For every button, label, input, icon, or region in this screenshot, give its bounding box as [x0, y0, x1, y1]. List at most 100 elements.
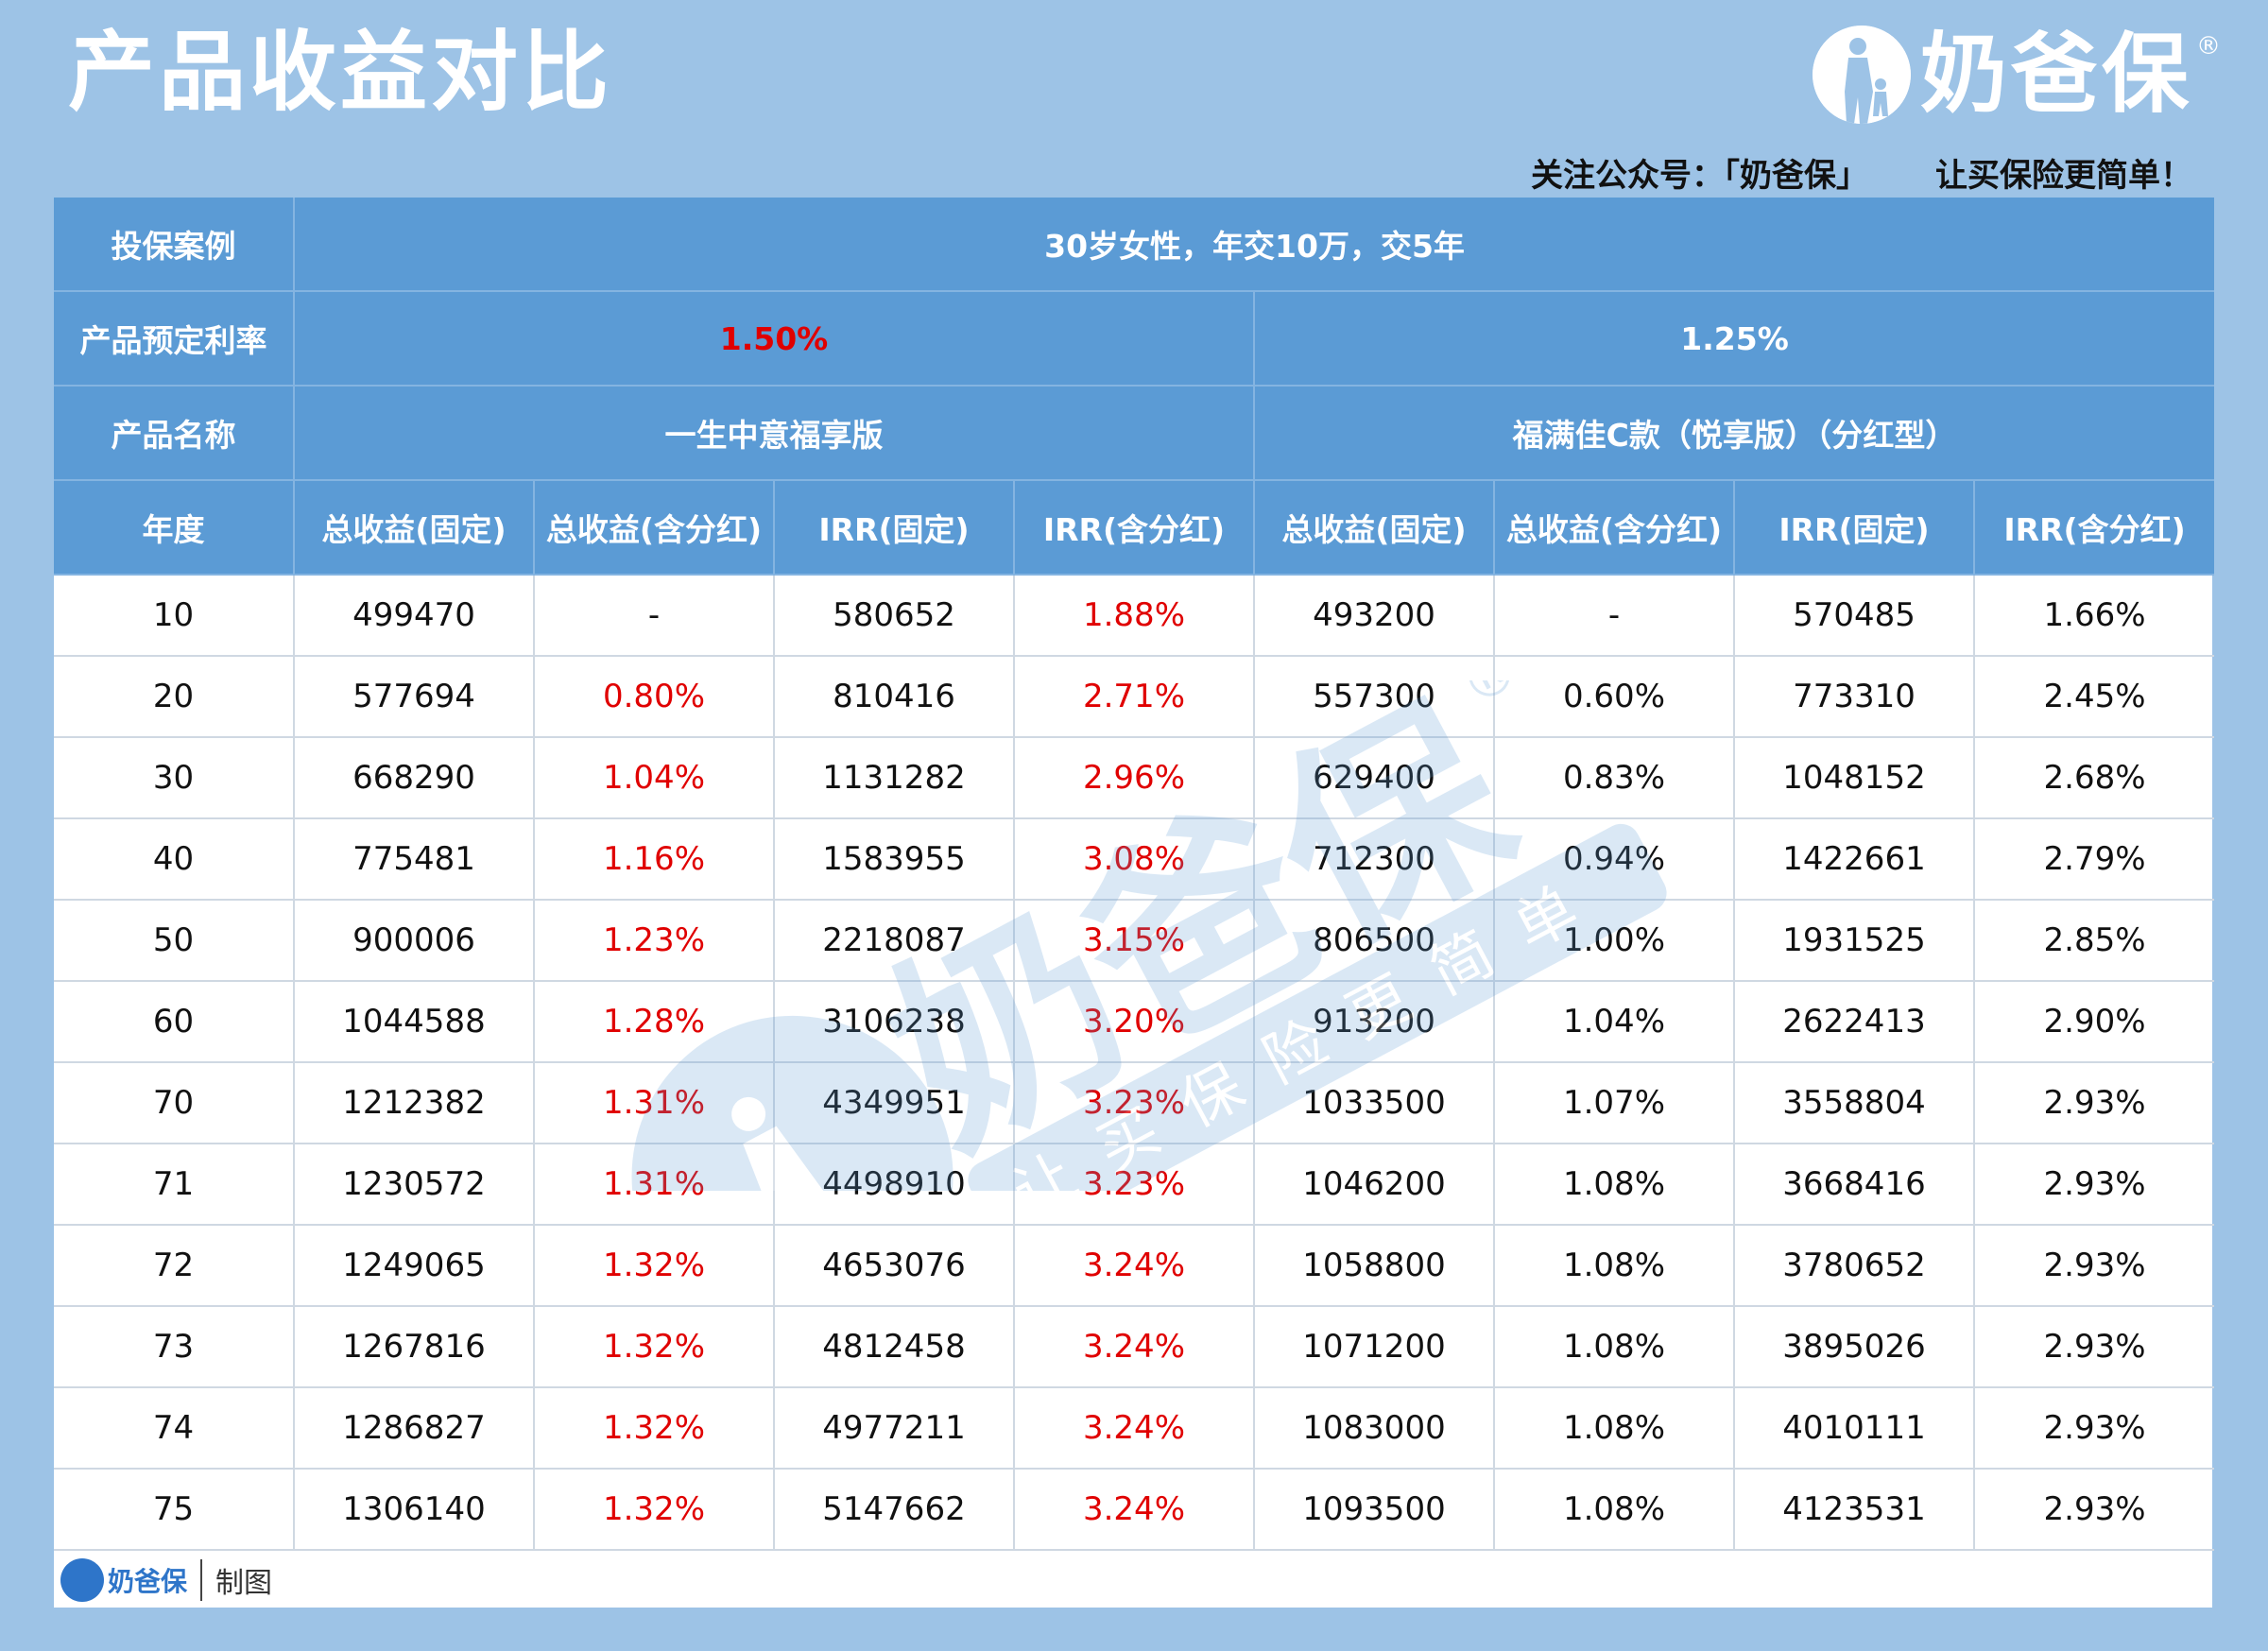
table-cell: 1.08%: [1494, 1387, 1735, 1470]
table-cell: 806500: [1254, 900, 1495, 982]
table-cell: 1.16%: [534, 818, 775, 901]
table-cell: 1.08%: [1494, 1144, 1735, 1226]
table-cell: 1.31%: [534, 1144, 775, 1226]
table-row: 20 577694 0.80% 810416 2.71% 557300 0.60% 77331…: [54, 656, 2215, 738]
table-cell: 1286827: [294, 1387, 535, 1470]
table-cell: 3.20%: [1014, 981, 1255, 1063]
table-cell: 1.23%: [534, 900, 775, 982]
table-cell: 4123531: [1734, 1469, 1975, 1551]
product-name-row: 产品名称 一生中意福享版 福满佳C款（悦享版）（分红型）: [54, 386, 2215, 481]
table-cell: 3.24%: [1014, 1306, 1255, 1388]
footer-brand: 奶爸保: [108, 1566, 188, 1597]
table-cell: 2.96%: [1014, 737, 1255, 819]
column-header: IRR(固定): [774, 480, 1015, 576]
table-cell: 1.07%: [1494, 1062, 1735, 1144]
table-cell: 4653076: [774, 1225, 1015, 1307]
table-cell: 1.04%: [534, 737, 775, 819]
table-cell: 1.00%: [1494, 900, 1735, 982]
year-cell: 10: [54, 575, 295, 657]
year-cell: 30: [54, 737, 295, 819]
table-cell: 629400: [1254, 737, 1495, 819]
table-cell: 2.68%: [1974, 737, 2215, 819]
footer-logo-icon: [60, 1558, 104, 1602]
table-cell: 2.85%: [1974, 900, 2215, 982]
table-cell: 913200: [1254, 981, 1495, 1063]
table-cell: 2.93%: [1974, 1144, 2215, 1226]
table-cell: 3.23%: [1014, 1062, 1255, 1144]
table-row: 50 900006 1.23% 2218087 3.15% 806500 1.00% 1931…: [54, 900, 2215, 982]
table-row: 10 499470-580652 1.88% 493200-570485 1.66%: [54, 575, 2215, 657]
column-header: 总收益(含分红): [534, 480, 775, 576]
table-cell: 2.90%: [1974, 981, 2215, 1063]
rate-row: 产品预定利率 1.50% 1.25%: [54, 291, 2215, 387]
table-cell: 1.08%: [1494, 1225, 1735, 1307]
year-cell: 73: [54, 1306, 295, 1388]
table-row: 30 668290 1.04% 1131282 2.96% 629400 0.83% 1048…: [54, 737, 2215, 819]
table-cell: 3895026: [1734, 1306, 1975, 1388]
table-cell: 580652: [774, 575, 1015, 657]
table-cell: 493200: [1254, 575, 1495, 657]
year-cell: 20: [54, 656, 295, 738]
product-name-a: 一生中意福享版: [294, 386, 1255, 481]
table-cell: 3.24%: [1014, 1225, 1255, 1307]
table-cell: 1212382: [294, 1062, 535, 1144]
table-cell: 712300: [1254, 818, 1495, 901]
table-cell: 773310: [1734, 656, 1975, 738]
table-cell: 1.08%: [1494, 1469, 1735, 1551]
table-cell: 1931525: [1734, 900, 1975, 982]
column-header: IRR(含分红): [1974, 480, 2215, 576]
table-cell: 1.32%: [534, 1306, 775, 1388]
column-header-row: 年度 总收益(固定) 总收益(含分红) IRR(固定) IRR(含分红) 总收益(固定) 总…: [54, 480, 2215, 576]
table-cell: 4977211: [774, 1387, 1015, 1470]
table-cell: 810416: [774, 656, 1015, 738]
table-cell: 3558804: [1734, 1062, 1975, 1144]
table-cell: 2.45%: [1974, 656, 2215, 738]
rate-product-a: 1.50%: [294, 291, 1255, 387]
column-header: 年度: [54, 480, 295, 576]
case-label: 投保案例: [54, 198, 295, 292]
table-cell: 1.66%: [1974, 575, 2215, 657]
table-cell: 570485: [1734, 575, 1975, 657]
table-cell: 1131282: [774, 737, 1015, 819]
brand-name: 奶爸保: [1919, 24, 2192, 125]
table-cell: 1058800: [1254, 1225, 1495, 1307]
table-cell: 1083000: [1254, 1387, 1495, 1470]
footer-divider: [200, 1559, 203, 1601]
footer-label: 制图: [215, 1567, 273, 1600]
registered-mark: ®: [2196, 32, 2221, 60]
table-cell: -: [1494, 575, 1735, 657]
table-cell: 4349951: [774, 1062, 1015, 1144]
table-cell: 2.93%: [1974, 1062, 2215, 1144]
table-cell: 1.88%: [1014, 575, 1255, 657]
table-cell: 499470: [294, 575, 535, 657]
table-cell: 2218087: [774, 900, 1015, 982]
table-cell: 1.08%: [1494, 1306, 1735, 1388]
table-cell: 1033500: [1254, 1062, 1495, 1144]
table-cell: 5147662: [774, 1469, 1015, 1551]
table-row: 60 1044588 1.28% 3106238 3.20% 913200 1.04% 262…: [54, 981, 2215, 1063]
table-row: 71 1230572 1.31% 4498910 3.23% 1046200 1.08% 36…: [54, 1144, 2215, 1226]
year-cell: 72: [54, 1225, 295, 1307]
table-cell: 1.28%: [534, 981, 775, 1063]
column-header: IRR(含分红): [1014, 480, 1255, 576]
table-cell: 3106238: [774, 981, 1015, 1063]
table-cell: 1044588: [294, 981, 535, 1063]
table-cell: 0.83%: [1494, 737, 1735, 819]
table-cell: 900006: [294, 900, 535, 982]
table-cell: 0.94%: [1494, 818, 1735, 901]
table-cell: 3.24%: [1014, 1387, 1255, 1470]
table-cell: 2622413: [1734, 981, 1975, 1063]
year-cell: 71: [54, 1144, 295, 1226]
table-cell: 3.15%: [1014, 900, 1255, 982]
comparison-table: 投保案例 30岁女性，年交10万，交5年 产品预定利率 1.50% 1.25% …: [54, 198, 2215, 1551]
table-cell: 2.71%: [1014, 656, 1255, 738]
product-name-b: 福满佳C款（悦享版）（分红型）: [1254, 386, 2215, 481]
table-cell: 1422661: [1734, 818, 1975, 901]
year-cell: 40: [54, 818, 295, 901]
table-cell: 4498910: [774, 1144, 1015, 1226]
table-cell: 775481: [294, 818, 535, 901]
table-row: 40 775481 1.16% 1583955 3.08% 712300 0.94% 1422…: [54, 818, 2215, 901]
case-value: 30岁女性，年交10万，交5年: [294, 198, 2215, 292]
table-cell: 1583955: [774, 818, 1015, 901]
table-cell: 1046200: [1254, 1144, 1495, 1226]
